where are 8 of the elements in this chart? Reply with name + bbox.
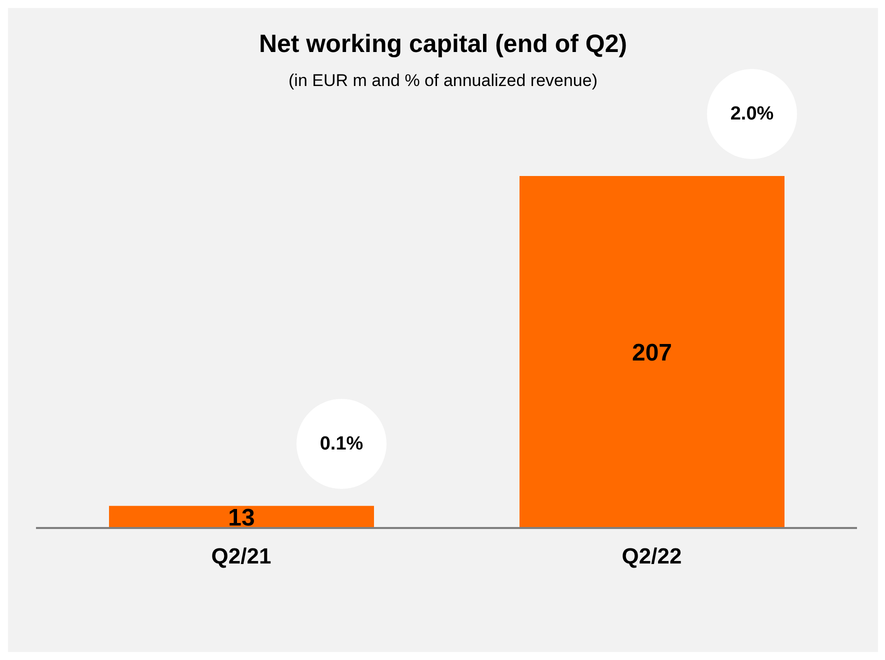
- x-tick-label: Q2/22: [622, 544, 682, 569]
- chart-title: Net working capital (end of Q2): [258, 30, 628, 59]
- chart-subtitle: (in EUR m and % of annualized revenue): [288, 71, 598, 91]
- data-label: 13: [228, 504, 255, 532]
- x-tick-label: Q2/21: [211, 544, 272, 569]
- annotation: 0.1%: [320, 433, 364, 454]
- data-label: 207: [632, 340, 672, 367]
- text: 2.0%: [730, 104, 774, 124]
